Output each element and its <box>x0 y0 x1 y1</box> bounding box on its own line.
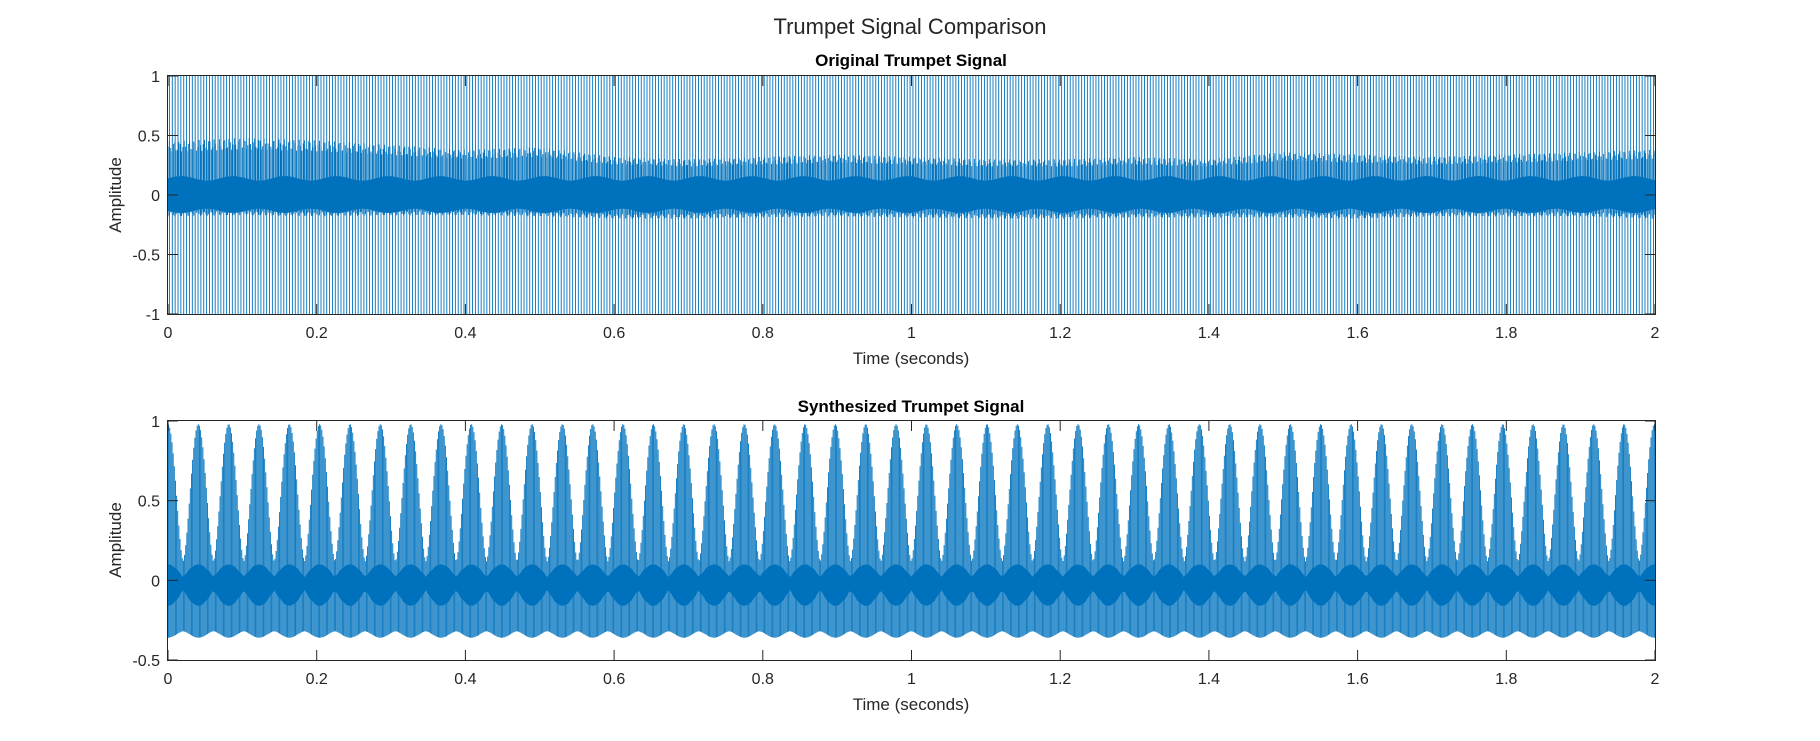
waveform-core <box>168 564 1655 606</box>
x-tick-label: 1.2 <box>1049 325 1071 342</box>
x-tick-label: 1 <box>907 325 916 342</box>
x-tick-label: 1.2 <box>1049 671 1071 688</box>
y-axis-ticks-original: 1 0.5 0 -0.5 -1 <box>132 69 1655 324</box>
plot-title-original: Original Trumpet Signal <box>815 51 1007 70</box>
x-tick-label: 1 <box>907 671 916 688</box>
x-tick-label: 0.8 <box>752 671 774 688</box>
waveform-core <box>168 176 1655 213</box>
x-tick-label: 0.4 <box>454 325 476 342</box>
y-tick-label: -1 <box>146 307 160 324</box>
y-axis-label-synthesized: Amplitude <box>106 502 125 578</box>
y-tick-label: 0.5 <box>138 494 160 511</box>
x-axis-label-synthesized: Time (seconds) <box>853 695 970 714</box>
x-tick-label: 0.4 <box>454 671 476 688</box>
x-tick-label: 2 <box>1651 671 1660 688</box>
x-axis-ticks-original: 0 0.2 0.4 0.6 0.8 1 1.2 1.4 1.6 1.8 2 <box>164 76 1660 342</box>
x-tick-label: 0.6 <box>603 671 625 688</box>
x-tick-label: 0.8 <box>752 325 774 342</box>
x-tick-label: 1.4 <box>1198 671 1220 688</box>
y-tick-label: -0.5 <box>132 248 160 265</box>
x-axis-ticks-synthesized: 0 0.2 0.4 0.6 0.8 1 1.2 1.4 1.6 1.8 2 <box>164 421 1660 688</box>
waveform-synthesized <box>168 424 1655 638</box>
y-tick-label: -0.5 <box>132 653 160 670</box>
y-tick-label: 1 <box>151 69 160 86</box>
x-tick-label: 0.2 <box>306 671 328 688</box>
figure-title: Trumpet Signal Comparison <box>773 14 1046 39</box>
subplot-synthesized: Synthesized Trumpet Signal 0 0.2 0.4 0.6 0.8… <box>106 397 1660 714</box>
x-tick-label: 1.8 <box>1495 671 1517 688</box>
plot-title-synthesized: Synthesized Trumpet Signal <box>798 397 1025 416</box>
x-axis-label-original: Time (seconds) <box>853 349 970 368</box>
y-tick-label: 0.5 <box>138 129 160 146</box>
y-axis-label-original: Amplitude <box>106 157 125 233</box>
y-axis-ticks-synthesized: 1 0.5 0 -0.5 <box>132 414 1655 670</box>
y-tick-label: 1 <box>151 414 160 431</box>
x-tick-label: 1.4 <box>1198 325 1220 342</box>
x-tick-label: 0 <box>164 325 173 342</box>
y-tick-label: 0 <box>151 573 160 590</box>
x-tick-label: 1.8 <box>1495 325 1517 342</box>
x-tick-label: 0.6 <box>603 325 625 342</box>
x-tick-label: 1.6 <box>1346 671 1368 688</box>
waveform-original <box>167 76 1656 314</box>
y-tick-label: 0 <box>151 188 160 205</box>
x-tick-label: 2 <box>1651 325 1660 342</box>
subplot-original: Original Trumpet Signal 0 0.2 0.4 0.6 0.8 1 1.… <box>106 51 1660 368</box>
x-tick-label: 0.2 <box>306 325 328 342</box>
axes-box-synthesized <box>167 420 1656 661</box>
waveform-beats <box>168 424 1655 638</box>
x-tick-label: 1.6 <box>1346 325 1368 342</box>
axes-box-original <box>167 75 1656 315</box>
x-tick-label: 0 <box>164 671 173 688</box>
